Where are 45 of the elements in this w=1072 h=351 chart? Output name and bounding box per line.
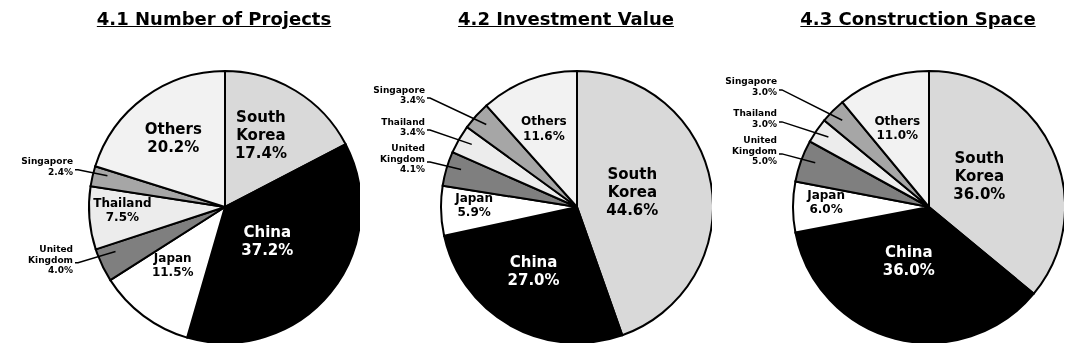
- slice-label: Others: [521, 113, 567, 128]
- data-label: 3.0%: [752, 118, 777, 129]
- data-label: 11.6%: [523, 128, 565, 142]
- data-label: 3.4%: [400, 126, 425, 137]
- slice-label: Thailand: [93, 195, 152, 210]
- slice-label: Others: [144, 119, 202, 138]
- slice-label: China: [884, 242, 933, 261]
- chart-title: 4.1 Number of Projects: [95, 8, 333, 31]
- data-label: 17.4%: [234, 143, 287, 162]
- slice-label: United Kingdom: [732, 134, 777, 156]
- slice-label: Japan: [454, 190, 494, 205]
- data-label: 4.0%: [48, 264, 73, 275]
- slice-label: South Korea: [954, 148, 1005, 185]
- data-label: 3.0%: [752, 86, 777, 97]
- slice-label: Thailand: [733, 108, 777, 118]
- data-label: 4.1%: [400, 163, 425, 174]
- chart-title: 4.3 Construction Space: [799, 8, 1037, 31]
- data-label: 11.0%: [876, 127, 919, 142]
- slice-label: Japan: [152, 250, 192, 265]
- slice-label: Singapore: [21, 155, 73, 166]
- data-label: 27.0%: [507, 270, 560, 289]
- data-label: 5.9%: [457, 204, 491, 219]
- data-label: 44.6%: [606, 200, 659, 219]
- slice-label: South Korea: [607, 164, 658, 201]
- data-label: 3.4%: [400, 94, 425, 105]
- data-label: 36.0%: [953, 184, 1006, 203]
- data-label: 2.4%: [48, 166, 73, 177]
- data-label: 37.2%: [241, 240, 294, 259]
- data-label: 36.0%: [882, 260, 935, 279]
- slice-label: Singapore: [373, 84, 425, 95]
- slice-label: Others: [874, 113, 921, 128]
- data-label: 5.0%: [752, 155, 777, 166]
- slice-label: United Kingdom: [28, 243, 73, 265]
- slice-label: Japan: [806, 187, 845, 202]
- slice-label: China: [243, 222, 292, 241]
- slice-label: Thailand: [381, 116, 425, 127]
- data-label: 20.2%: [147, 137, 200, 156]
- slice-label: South Korea: [236, 107, 286, 144]
- data-label: 11.5%: [151, 264, 194, 279]
- slice-label: United Kingdom: [380, 142, 425, 164]
- slice-label: China: [509, 252, 558, 271]
- data-label: 7.5%: [105, 209, 140, 224]
- data-label: 6.0%: [809, 201, 843, 216]
- chart-title: 4.2 Investment Value: [457, 8, 675, 31]
- slice-label: Singapore: [725, 76, 777, 86]
